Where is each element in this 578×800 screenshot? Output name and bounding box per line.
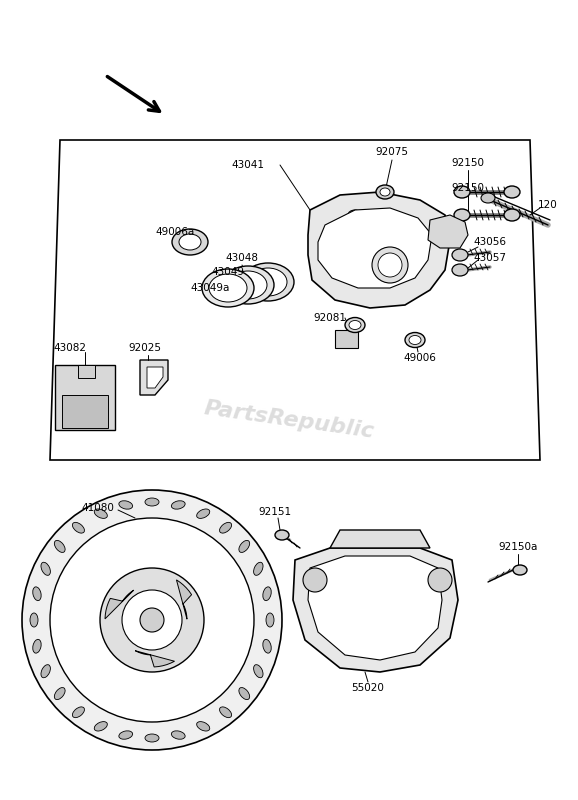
Ellipse shape [380, 188, 390, 196]
Text: 49006a: 49006a [155, 227, 195, 237]
Ellipse shape [72, 522, 84, 533]
Ellipse shape [209, 274, 247, 302]
Ellipse shape [481, 193, 495, 203]
Text: 43049: 43049 [212, 267, 244, 277]
Text: 92150: 92150 [451, 158, 484, 168]
Polygon shape [147, 367, 163, 388]
Ellipse shape [249, 268, 287, 296]
Ellipse shape [275, 530, 289, 540]
Text: 55020: 55020 [351, 683, 384, 693]
Text: 43048: 43048 [225, 253, 258, 263]
Ellipse shape [222, 266, 274, 304]
Ellipse shape [254, 562, 263, 575]
Ellipse shape [197, 509, 210, 518]
Text: 43049a: 43049a [190, 283, 229, 293]
Ellipse shape [171, 501, 185, 509]
Circle shape [122, 590, 182, 650]
Polygon shape [335, 330, 358, 348]
Text: 43057: 43057 [473, 253, 506, 263]
Circle shape [303, 568, 327, 592]
Circle shape [100, 568, 204, 672]
Polygon shape [308, 556, 442, 660]
Polygon shape [62, 395, 108, 428]
Ellipse shape [452, 249, 468, 261]
Ellipse shape [239, 687, 250, 699]
Ellipse shape [376, 185, 394, 199]
Ellipse shape [409, 335, 421, 345]
Polygon shape [330, 530, 430, 548]
Text: 49006: 49006 [403, 353, 436, 363]
Ellipse shape [454, 186, 470, 198]
Polygon shape [176, 580, 191, 619]
Ellipse shape [33, 639, 41, 653]
Ellipse shape [172, 229, 208, 255]
Text: 92150: 92150 [451, 183, 484, 193]
Circle shape [372, 247, 408, 283]
Ellipse shape [254, 665, 263, 678]
Ellipse shape [179, 234, 201, 250]
Ellipse shape [171, 731, 185, 739]
Ellipse shape [263, 639, 271, 653]
Polygon shape [293, 548, 458, 672]
Ellipse shape [72, 707, 84, 718]
Polygon shape [428, 215, 468, 248]
Polygon shape [135, 650, 175, 667]
Ellipse shape [239, 541, 250, 553]
Ellipse shape [263, 587, 271, 601]
Ellipse shape [454, 209, 470, 221]
Text: 41080: 41080 [81, 503, 114, 513]
Ellipse shape [197, 722, 210, 731]
Ellipse shape [94, 509, 108, 518]
Text: 43082: 43082 [54, 343, 87, 353]
Circle shape [378, 253, 402, 277]
Text: 92075: 92075 [376, 147, 409, 157]
Polygon shape [105, 590, 134, 619]
Ellipse shape [119, 731, 132, 739]
Text: 92150a: 92150a [498, 542, 538, 552]
Ellipse shape [242, 263, 294, 301]
Ellipse shape [54, 541, 65, 553]
Ellipse shape [266, 613, 274, 627]
Ellipse shape [145, 734, 159, 742]
Ellipse shape [54, 687, 65, 699]
Text: 92151: 92151 [258, 507, 291, 517]
Ellipse shape [220, 707, 232, 718]
Ellipse shape [33, 587, 41, 601]
Ellipse shape [348, 210, 362, 220]
Text: 92081: 92081 [313, 313, 346, 323]
Ellipse shape [119, 501, 132, 509]
Ellipse shape [202, 269, 254, 307]
Text: 43041: 43041 [232, 160, 265, 170]
Polygon shape [78, 365, 95, 378]
Ellipse shape [452, 264, 468, 276]
Ellipse shape [145, 498, 159, 506]
Ellipse shape [41, 665, 50, 678]
Polygon shape [308, 192, 450, 308]
Ellipse shape [513, 565, 527, 575]
Polygon shape [318, 208, 432, 288]
Text: 43056: 43056 [473, 237, 506, 247]
Ellipse shape [41, 562, 50, 575]
Circle shape [22, 490, 282, 750]
Ellipse shape [504, 209, 520, 221]
Polygon shape [55, 365, 115, 430]
Text: 120: 120 [538, 200, 558, 210]
Ellipse shape [345, 318, 365, 333]
Ellipse shape [229, 271, 267, 299]
Text: 92025: 92025 [128, 343, 161, 353]
Ellipse shape [349, 321, 361, 330]
Ellipse shape [30, 613, 38, 627]
Text: PartsRepublic: PartsRepublic [202, 398, 376, 442]
Polygon shape [140, 360, 168, 395]
Ellipse shape [405, 333, 425, 347]
Ellipse shape [504, 186, 520, 198]
Circle shape [50, 518, 254, 722]
Ellipse shape [220, 522, 232, 533]
Circle shape [140, 608, 164, 632]
Ellipse shape [94, 722, 108, 731]
Circle shape [428, 568, 452, 592]
